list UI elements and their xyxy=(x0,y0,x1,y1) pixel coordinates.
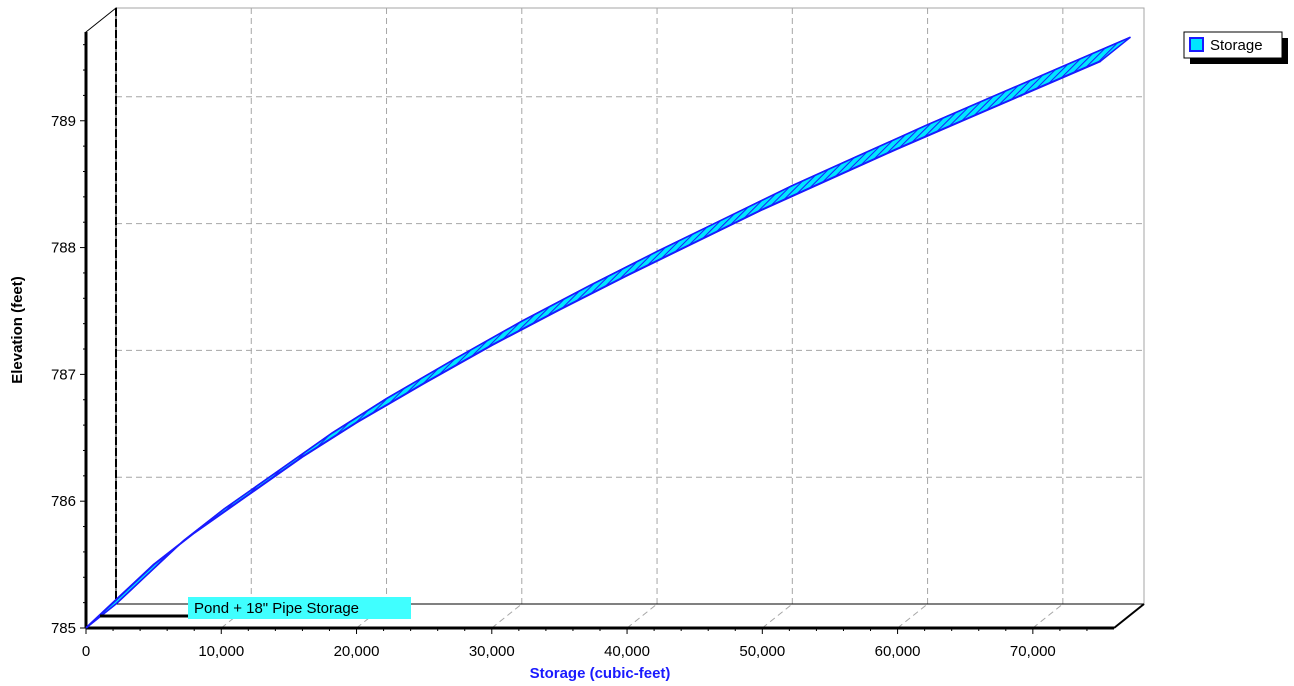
data-point-4 xyxy=(247,494,250,496)
floor-line-x-6 xyxy=(897,603,928,629)
annotation-background xyxy=(188,597,411,619)
x-tick-label: 70,000 xyxy=(1010,643,1056,660)
series-layer xyxy=(85,36,1131,629)
x-tick-label: 40,000 xyxy=(604,643,650,660)
legend-swatch-storage xyxy=(1189,37,1204,52)
y-tick-label: 788 xyxy=(51,240,76,257)
floor-line-x-7 xyxy=(1032,603,1064,629)
data-point-3 xyxy=(193,532,196,534)
data-point-6 xyxy=(355,421,358,424)
data-point-7 xyxy=(423,382,425,385)
x-axis-title: Storage (cubic-feet) xyxy=(530,665,671,682)
annotation-label: Pond + 18" Pipe Storage xyxy=(194,600,359,617)
floor-line-x-5 xyxy=(762,603,793,629)
x-tick-label: 0 xyxy=(82,643,90,660)
data-point-11 xyxy=(693,241,696,244)
floor-line-x-3 xyxy=(491,603,523,629)
data-point-1 xyxy=(112,601,114,604)
x-tick-label: 60,000 xyxy=(875,643,921,660)
series-back-line-0 xyxy=(115,36,1131,605)
data-point-15 xyxy=(964,118,967,121)
data-point-5 xyxy=(301,456,304,458)
series-ribbon-0 xyxy=(85,36,1131,629)
left-wall xyxy=(85,6,117,630)
data-point-17 xyxy=(1099,60,1102,62)
x-tick-label: 50,000 xyxy=(739,643,785,660)
series-front-line-0 xyxy=(85,60,1101,629)
legend: Storage xyxy=(1183,31,1288,64)
data-point-10 xyxy=(626,274,628,277)
floor-line-x-4 xyxy=(626,603,658,629)
y-tick-label: 786 xyxy=(51,493,76,510)
data-point-9 xyxy=(558,308,561,311)
data-point-8 xyxy=(490,344,493,347)
legend-label-storage: Storage xyxy=(1210,37,1263,54)
x-tick-label: 10,000 xyxy=(198,643,244,660)
x-tick-label: 30,000 xyxy=(469,643,515,660)
data-point-16 xyxy=(1032,89,1034,92)
data-point-13 xyxy=(829,178,831,180)
data-point-14 xyxy=(896,147,899,150)
floor-right-edge xyxy=(1113,603,1145,629)
y-tick-label: 787 xyxy=(51,366,76,383)
data-point-2 xyxy=(152,563,155,566)
tick-layer: 0 10,000 20,000 30,000 40,000 50,000 60,000 70,… xyxy=(51,44,1088,660)
y-axis-title: Elevation (feet) xyxy=(9,276,26,384)
data-point-12 xyxy=(761,208,764,211)
series-annotation: Pond + 18" Pipe Storage xyxy=(100,597,411,619)
y-tick-label: 789 xyxy=(51,113,76,130)
y-tick-label: 785 xyxy=(51,620,76,637)
x-tick-label: 20,000 xyxy=(334,643,380,660)
